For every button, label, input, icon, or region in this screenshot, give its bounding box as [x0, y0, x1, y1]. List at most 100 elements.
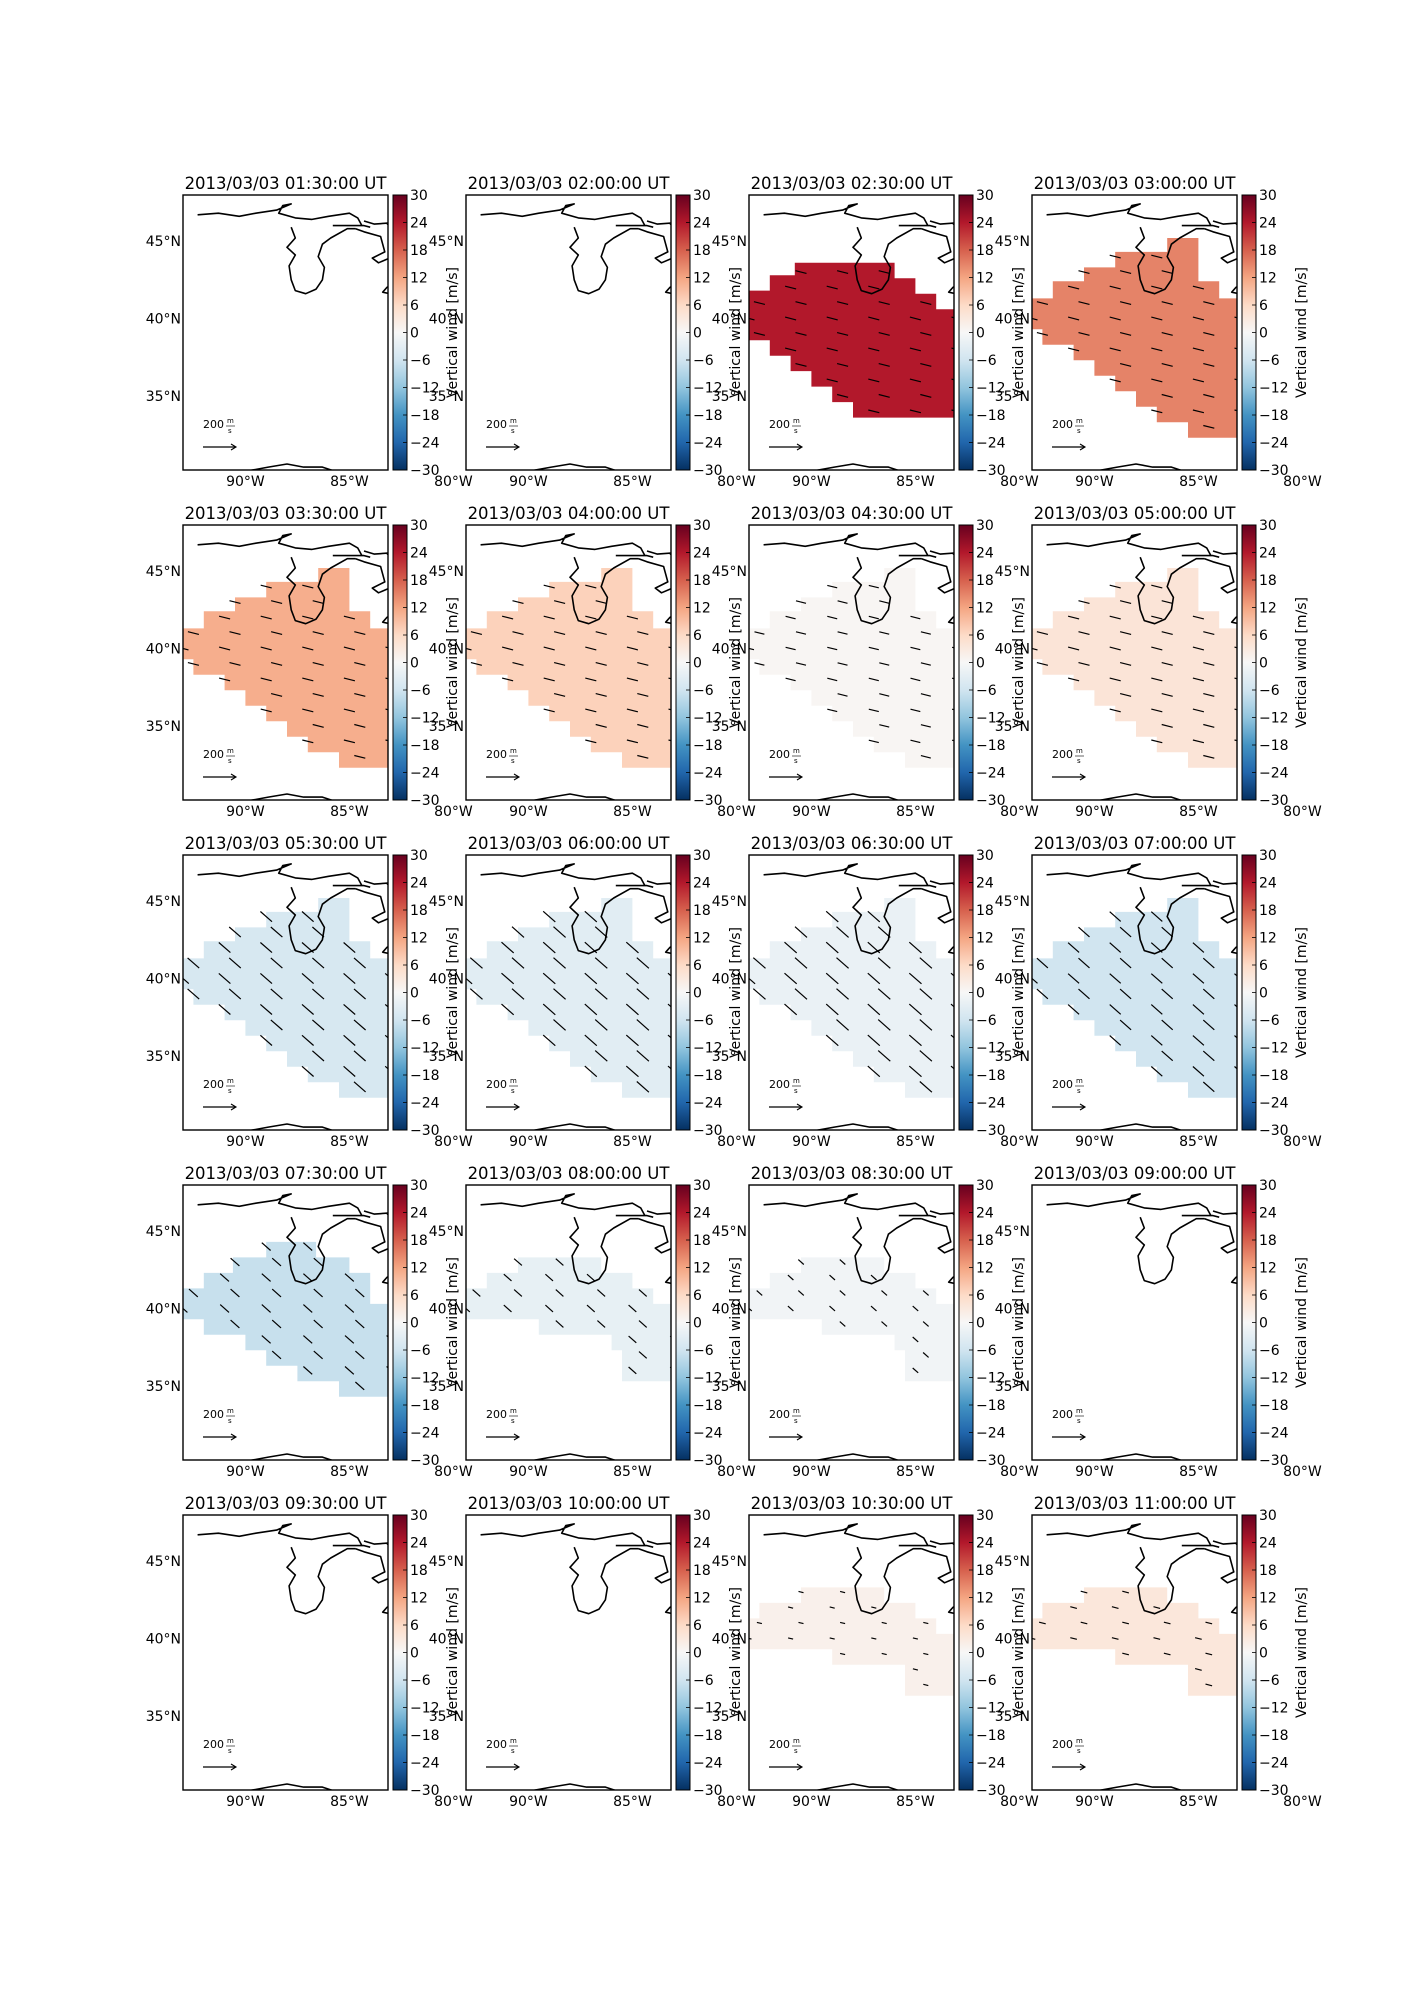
lon-label: 80°W: [434, 1134, 473, 1150]
wind-arrow: [343, 1003, 356, 1015]
colorbar-tick-label: −18: [1259, 738, 1289, 754]
wind-arrow: [626, 615, 639, 620]
colorbar-tick-label: −12: [1259, 381, 1289, 397]
wind-arrow: [1161, 1019, 1174, 1031]
lon-label: 90°W: [1075, 474, 1114, 490]
wind-arrow: [795, 270, 807, 274]
colorbar-tick-label: −30: [1259, 793, 1289, 809]
wind-arrow: [1109, 973, 1122, 984]
wind-arrow: [260, 584, 272, 589]
wind-arrow: [1151, 739, 1163, 744]
lat-label: 40°N: [995, 642, 1030, 658]
lat-label: 40°N: [429, 312, 464, 328]
wind-arrow: [303, 1366, 313, 1375]
colorbar-label: Vertical wind [m/s]: [1294, 927, 1310, 1058]
wind-arrow: [879, 693, 890, 697]
wind-arrow: [344, 1304, 355, 1313]
colorbar-tick-label: 18: [976, 573, 994, 589]
wind-arrow: [260, 972, 273, 985]
wind-arrow: [303, 1335, 313, 1344]
wind-arrow: [868, 708, 879, 713]
scale-unit-num: m: [793, 1737, 800, 1745]
panel-frame: [182, 854, 389, 1131]
lat-label: 35°N: [712, 1379, 747, 1395]
map-panel: 2013/03/03 06:30:00 UT 200 ms 45°N 40°N 35°N 9…: [712, 834, 1039, 1150]
scale-label: 200: [203, 1738, 224, 1751]
lat-label: 45°N: [712, 564, 747, 580]
colorbar-tick-label: −30: [410, 463, 440, 479]
wind-arrow: [511, 926, 525, 938]
colorbar-tick-label: 24: [1259, 216, 1277, 232]
wind-arrow: [837, 662, 848, 666]
lat-label: 40°N: [712, 1302, 747, 1318]
panel-title: 2013/03/03 08:00:00 UT: [468, 1164, 671, 1183]
panel-title: 2013/03/03 10:00:00 UT: [468, 1494, 671, 1513]
colorbar-tick-label: 0: [1259, 1316, 1268, 1332]
wind-arrow: [301, 1034, 314, 1046]
colorbar-tick-label: −12: [410, 1371, 440, 1387]
colorbar-tick-label: 18: [1259, 903, 1277, 919]
wind-arrow: [1119, 957, 1132, 969]
map-panel: 2013/03/03 06:00:00 UT 200 ms 45°N 40°N 35°N 9…: [429, 834, 756, 1150]
colorbar-tick-label: −6: [976, 1673, 997, 1689]
wind-arrow: [1078, 600, 1090, 604]
wind-arrow: [1161, 723, 1173, 728]
scale-unit-num: m: [793, 1407, 800, 1415]
scale-arrow-head: [230, 1433, 238, 1441]
lon-label: 85°W: [1179, 1794, 1218, 1810]
lat-label: 40°N: [429, 1632, 464, 1648]
wind-arrow: [1203, 631, 1215, 635]
wind-arrow: [302, 708, 314, 713]
lon-label: 85°W: [330, 1464, 369, 1480]
lon-label: 80°W: [1000, 474, 1039, 490]
lon-label: 85°W: [896, 1794, 935, 1810]
colorbar-tick-label: 6: [693, 1618, 702, 1634]
wind-arrow: [879, 724, 890, 728]
wind-arrow: [1078, 270, 1090, 274]
colorbar-tick-label: 6: [693, 628, 702, 644]
panel-title: 2013/03/03 05:30:00 UT: [185, 834, 388, 853]
wind-arrow: [301, 1003, 314, 1015]
wind-arrow: [501, 646, 514, 651]
colorbar-tick-label: 0: [693, 986, 702, 1002]
scale-label: 200: [769, 418, 790, 431]
wind-arrow: [1151, 584, 1163, 589]
wind-arrow: [343, 739, 356, 744]
wind-arrow: [912, 1305, 919, 1312]
wind-arrow: [1067, 677, 1080, 682]
wind-arrow: [1151, 378, 1163, 383]
wind-arrow: [638, 1289, 648, 1297]
wind-arrow: [501, 677, 514, 682]
colorbar-tick-label: 6: [693, 298, 702, 314]
wind-arrow: [1150, 1035, 1163, 1046]
map-panel: 2013/03/03 10:30:00 UT 200 ms 45°N 40°N 35°N 9…: [712, 1494, 1039, 1810]
colorbar-tick-label: 30: [693, 188, 711, 204]
map-area: [466, 863, 671, 1130]
wind-arrow: [1151, 254, 1163, 259]
colorbar-label: Vertical wind [m/s]: [1011, 927, 1027, 1058]
colorbar-tick-label: −12: [693, 1701, 723, 1717]
wind-arrow: [553, 662, 566, 666]
scale-unit-num: m: [510, 747, 517, 755]
panel-title: 2013/03/03 01:30:00 UT: [185, 174, 388, 193]
wind-arrow: [553, 926, 566, 938]
wind-arrow: [839, 1590, 846, 1594]
colorbar-tick-label: −24: [976, 436, 1006, 452]
wind-arrow: [868, 378, 880, 383]
wind-arrow: [183, 977, 190, 985]
panel-frame: [465, 194, 672, 471]
colorbar-tick-label: −24: [1259, 1426, 1289, 1442]
wind-arrow: [353, 957, 366, 969]
wind-arrow: [825, 910, 839, 923]
wind-arrow: [353, 1050, 366, 1062]
colorbar-tick-label: −6: [693, 683, 714, 699]
wind-arrow: [1192, 739, 1205, 744]
wind-arrow: [1151, 677, 1163, 682]
colorbar-tick-label: −30: [693, 1783, 723, 1799]
wind-arrow: [344, 1335, 355, 1344]
wind-arrow: [795, 301, 807, 305]
colorbar-tick-label: 24: [976, 876, 994, 892]
wind-arrow: [594, 926, 608, 938]
wind-arrow: [950, 1065, 954, 1070]
colorbar-tick-label: −18: [410, 1068, 440, 1084]
